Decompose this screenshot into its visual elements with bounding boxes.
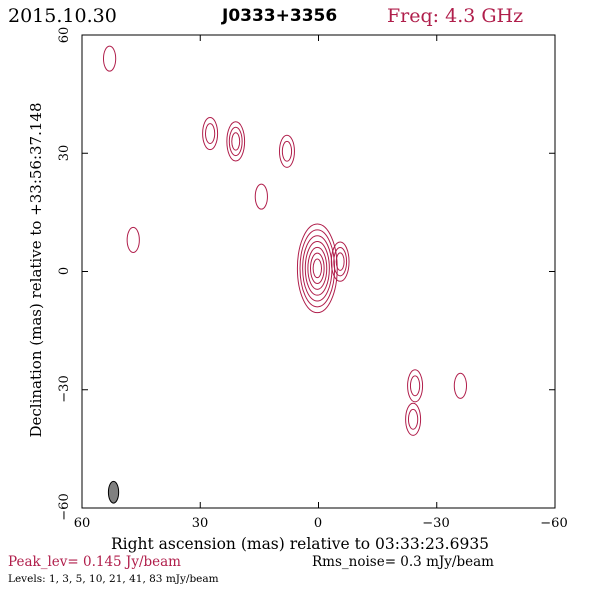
y-tick-label: 30	[57, 145, 72, 162]
x-axis-label: Right ascension (mas) relative to 03:33:…	[111, 535, 489, 553]
contour-line	[453, 372, 468, 399]
x-tick-labels: 60 30 0 −30 −60	[74, 516, 568, 531]
x-tick-label: 60	[74, 516, 91, 531]
x-tick-label: −60	[540, 516, 567, 531]
contour-line	[228, 126, 243, 157]
beam-ellipse	[107, 480, 120, 504]
contour-line	[254, 183, 268, 210]
contour-line	[407, 408, 419, 430]
contour-line	[407, 369, 424, 403]
contour-line	[126, 226, 140, 253]
contour-line	[296, 223, 338, 314]
contour-line	[278, 134, 295, 168]
x-tick-label: −30	[422, 516, 449, 531]
contour-line	[333, 246, 348, 277]
contour-line	[307, 246, 328, 290]
contour-line	[231, 132, 241, 151]
contour-line	[226, 121, 246, 162]
contour-line	[409, 375, 421, 397]
axis-ticks	[81, 34, 556, 509]
x-tick-label: 30	[192, 516, 209, 531]
beam-shape	[107, 480, 120, 504]
rms-noise: Rms_noise= 0.3 mJy/beam	[312, 554, 494, 570]
contour-line	[304, 241, 330, 296]
y-tick-label: 0	[57, 267, 72, 275]
y-tick-labels: −60 −30 0 30 60	[57, 27, 72, 521]
contour-line	[102, 45, 117, 72]
contour-line	[310, 252, 325, 285]
contour-line	[335, 252, 345, 271]
y-tick-label: 60	[57, 27, 72, 44]
contour-line	[202, 116, 219, 151]
frequency-label: Freq: 4.3 GHz	[387, 5, 523, 27]
plot-frame	[81, 34, 556, 509]
contour-layer	[102, 45, 468, 436]
contour-line	[281, 140, 293, 162]
contour-line	[405, 402, 422, 436]
contour-levels: Levels: 1, 3, 5, 10, 21, 41, 83 mJy/beam	[8, 573, 219, 585]
peak-level: Peak_lev= 0.145 Jy/beam	[8, 554, 181, 570]
y-tick-label: −60	[57, 493, 72, 520]
contour-line	[204, 123, 216, 144]
observation-date: 2015.10.30	[8, 5, 117, 27]
contour-line	[302, 235, 333, 302]
y-axis-label: Declination (mas) relative to +33:56:37.…	[27, 102, 45, 437]
contour-line	[312, 258, 323, 279]
contour-line	[330, 241, 350, 282]
x-tick-label: 0	[314, 516, 322, 531]
y-tick-label: −30	[57, 375, 72, 402]
source-name: J0333+3356	[221, 6, 337, 26]
